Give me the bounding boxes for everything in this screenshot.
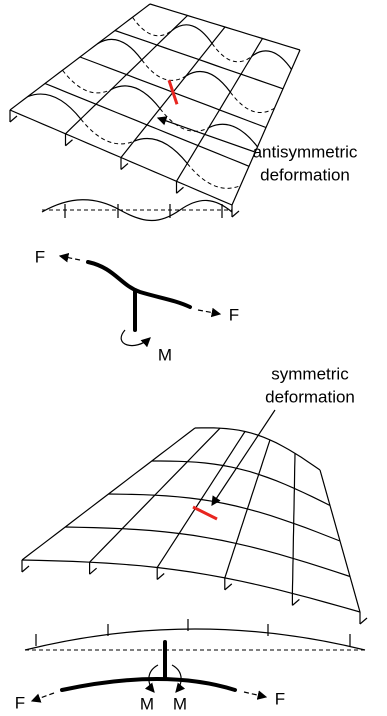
moment-label: M — [173, 694, 187, 713]
wave — [252, 51, 292, 69]
stiffener — [225, 584, 232, 590]
wave — [186, 72, 230, 93]
stiffener — [10, 116, 17, 122]
stiffener — [121, 164, 128, 170]
force-label: F — [229, 305, 239, 324]
moment-label: M — [158, 345, 172, 364]
wave — [63, 70, 112, 93]
stiffener — [90, 568, 97, 574]
diagram: antisymmetric deformation F F M symmetri… — [0, 0, 387, 716]
annotation-line-2: deformation — [260, 165, 350, 184]
wave — [142, 60, 186, 81]
stiffener — [232, 211, 239, 217]
grid-line — [22, 560, 360, 612]
stiffener — [157, 573, 164, 579]
section-bottom — [25, 619, 365, 650]
stiffener — [177, 187, 184, 193]
wave — [111, 86, 160, 109]
grid-line — [152, 461, 330, 506]
annotation-line-1: antisymmetric — [253, 142, 358, 161]
stiffener — [66, 140, 73, 146]
grid-line — [109, 494, 341, 541]
wave — [212, 43, 252, 61]
wave — [134, 138, 187, 163]
wave — [81, 119, 134, 144]
annotation-arrow — [212, 410, 275, 505]
force-label: F — [15, 693, 25, 712]
wave — [133, 17, 173, 35]
stiffener — [360, 618, 367, 624]
deformation-mark — [169, 80, 177, 104]
force-label: F — [275, 689, 285, 708]
wave — [230, 92, 274, 113]
wave — [172, 25, 212, 43]
wave — [98, 39, 142, 60]
force-label: F — [35, 247, 45, 266]
moment-label: M — [140, 694, 154, 713]
force-diagram-top — [60, 256, 220, 346]
grid-line — [65, 527, 350, 577]
wave — [209, 124, 258, 147]
deformation-mark — [193, 507, 217, 519]
section-top — [42, 200, 232, 221]
stiffener — [292, 599, 299, 605]
plate-bottom — [22, 428, 367, 624]
plate-top — [10, 4, 300, 217]
force-diagram-bottom — [32, 642, 266, 701]
stiffener — [22, 566, 29, 572]
grid-line — [150, 4, 300, 50]
wave — [28, 94, 81, 119]
annotation-line-1: symmetric — [271, 364, 349, 383]
wave — [187, 163, 240, 188]
annotation-line-2: deformation — [265, 387, 355, 406]
